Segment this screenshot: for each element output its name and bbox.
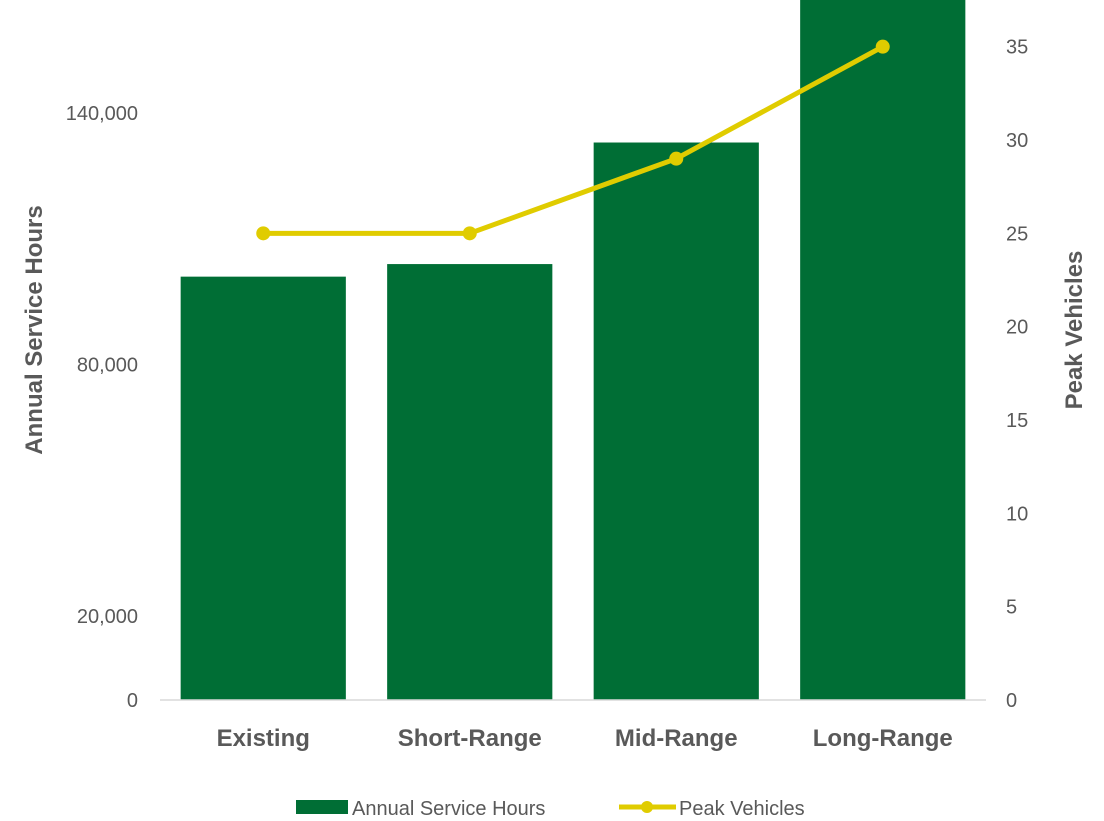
- peak-vehicles-line: [263, 44, 884, 236]
- right-tick-label: 30: [1006, 130, 1028, 152]
- bar-existing: [180, 276, 346, 700]
- left-tick-label: 20,000: [77, 606, 138, 628]
- bars-group: [180, 0, 966, 701]
- legend-label-bars: Annual Service Hours: [352, 798, 545, 820]
- left-axis-ticks: 0 20,000 80,000 140,000: [66, 103, 138, 712]
- left-axis-title: Annual Service Hours: [21, 205, 48, 454]
- peak-vehicles-point-short-range: [462, 226, 477, 241]
- left-tick-label: 0: [127, 690, 138, 712]
- right-tick-label: 25: [1006, 223, 1028, 245]
- category-label-mid-range: Mid-Range: [615, 725, 738, 752]
- line-series-group: [256, 39, 890, 241]
- bar-long-range: [800, 0, 966, 700]
- right-tick-label: 20: [1006, 317, 1028, 339]
- right-axis-title: Peak Vehicles: [1061, 251, 1088, 410]
- category-label-long-range: Long-Range: [813, 725, 953, 752]
- category-label-short-range: Short-Range: [398, 725, 542, 752]
- peak-vehicles-point-existing: [256, 226, 271, 241]
- left-tick-label: 80,000: [77, 355, 138, 377]
- category-labels: Existing Short-Range Mid-Range Long-Range: [217, 725, 953, 752]
- category-label-existing: Existing: [217, 725, 310, 752]
- bar-mid-range: [593, 142, 759, 701]
- right-tick-label: 10: [1006, 503, 1028, 525]
- peak-vehicles-point-long-range: [875, 39, 890, 54]
- left-tick-label: 140,000: [66, 103, 138, 125]
- peak-vehicles-point-mid-range: [669, 151, 684, 166]
- bar-short-range: [387, 264, 553, 700]
- legend: Annual Service Hours Peak Vehicles: [296, 798, 805, 820]
- legend-label-line: Peak Vehicles: [679, 798, 805, 820]
- legend-swatch-marker: [641, 801, 653, 813]
- right-axis-ticks: 0 5 10 15 20 25 30 35: [1006, 37, 1028, 712]
- right-tick-label: 0: [1006, 690, 1017, 712]
- legend-swatch-bars: [296, 800, 348, 814]
- right-tick-label: 15: [1006, 410, 1028, 432]
- right-tick-label: 5: [1006, 597, 1017, 619]
- right-tick-label: 35: [1006, 37, 1028, 59]
